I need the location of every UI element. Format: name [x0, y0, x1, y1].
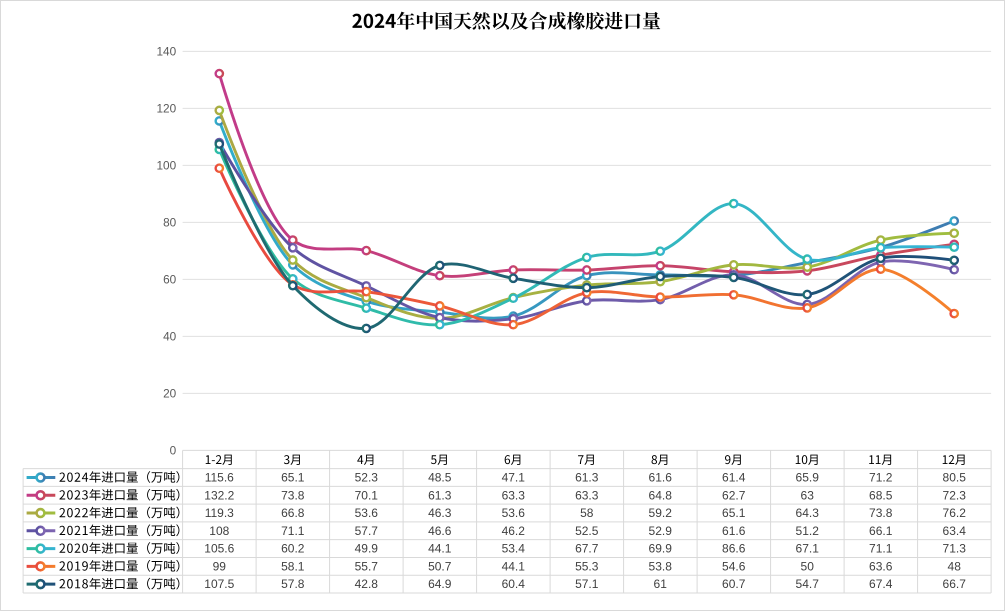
svg-text:86.6: 86.6 [722, 542, 746, 556]
svg-text:63.3: 63.3 [575, 488, 599, 502]
svg-text:54.6: 54.6 [722, 559, 746, 573]
svg-text:71.3: 71.3 [943, 542, 967, 556]
svg-text:46.2: 46.2 [502, 524, 526, 538]
svg-text:65.9: 65.9 [796, 471, 820, 485]
svg-text:60.2: 60.2 [281, 542, 305, 556]
svg-text:42.8: 42.8 [355, 577, 379, 591]
svg-text:44.1: 44.1 [502, 559, 526, 573]
svg-text:71.1: 71.1 [281, 524, 305, 538]
svg-text:60.4: 60.4 [502, 577, 526, 591]
svg-text:59.2: 59.2 [649, 506, 673, 520]
svg-text:63.4: 63.4 [943, 524, 967, 538]
svg-text:64.3: 64.3 [796, 506, 820, 520]
svg-text:48: 48 [948, 559, 962, 573]
svg-text:53.4: 53.4 [502, 542, 526, 556]
svg-text:49.9: 49.9 [355, 542, 379, 556]
svg-text:61.4: 61.4 [722, 471, 746, 485]
svg-text:55.3: 55.3 [575, 559, 599, 573]
svg-text:61: 61 [654, 577, 668, 591]
svg-text:57.8: 57.8 [281, 577, 305, 591]
svg-text:61.6: 61.6 [649, 471, 673, 485]
svg-text:61.6: 61.6 [722, 524, 746, 538]
svg-text:67.1: 67.1 [796, 542, 820, 556]
svg-text:107.5: 107.5 [204, 577, 234, 591]
svg-text:69.9: 69.9 [649, 542, 673, 556]
svg-text:71.2: 71.2 [869, 471, 893, 485]
svg-text:53.8: 53.8 [649, 559, 673, 573]
svg-text:46.3: 46.3 [428, 506, 452, 520]
svg-text:52.5: 52.5 [575, 524, 599, 538]
svg-text:54.7: 54.7 [796, 577, 820, 591]
svg-text:57.7: 57.7 [355, 524, 379, 538]
svg-text:120: 120 [157, 102, 177, 116]
svg-text:53.6: 53.6 [502, 506, 526, 520]
svg-text:67.4: 67.4 [869, 577, 893, 591]
svg-text:73.8: 73.8 [869, 506, 893, 520]
svg-text:46.6: 46.6 [428, 524, 452, 538]
svg-text:66.1: 66.1 [869, 524, 893, 538]
svg-text:50.7: 50.7 [428, 559, 452, 573]
svg-text:99: 99 [213, 559, 227, 573]
svg-text:55.7: 55.7 [355, 559, 379, 573]
svg-text:63.6: 63.6 [869, 559, 893, 573]
svg-text:66.7: 66.7 [943, 577, 967, 591]
svg-text:52.3: 52.3 [355, 471, 379, 485]
svg-text:60.7: 60.7 [722, 577, 746, 591]
svg-text:57.1: 57.1 [575, 577, 599, 591]
svg-text:65.1: 65.1 [281, 471, 305, 485]
svg-text:68.5: 68.5 [869, 488, 893, 502]
svg-text:60: 60 [163, 273, 177, 287]
svg-text:51.2: 51.2 [796, 524, 820, 538]
svg-text:66.8: 66.8 [281, 506, 305, 520]
svg-text:58: 58 [580, 506, 594, 520]
svg-text:58.1: 58.1 [281, 559, 305, 573]
svg-text:115.6: 115.6 [205, 471, 234, 485]
svg-text:63: 63 [801, 488, 815, 502]
svg-text:52.9: 52.9 [649, 524, 673, 538]
svg-text:61.3: 61.3 [428, 488, 452, 502]
svg-text:53.6: 53.6 [355, 506, 379, 520]
svg-text:63.3: 63.3 [502, 488, 526, 502]
svg-text:105.6: 105.6 [204, 542, 234, 556]
svg-text:73.8: 73.8 [281, 488, 305, 502]
svg-text:20: 20 [163, 387, 177, 401]
svg-text:80.5: 80.5 [943, 471, 967, 485]
svg-text:80: 80 [163, 216, 177, 230]
svg-text:119.3: 119.3 [205, 506, 234, 520]
svg-text:140: 140 [157, 45, 177, 59]
svg-text:47.1: 47.1 [502, 471, 526, 485]
svg-text:64.9: 64.9 [428, 577, 452, 591]
svg-text:64.8: 64.8 [649, 488, 673, 502]
svg-text:72.3: 72.3 [943, 488, 967, 502]
svg-text:132.2: 132.2 [204, 488, 234, 502]
svg-text:0: 0 [170, 444, 177, 458]
svg-text:50: 50 [801, 559, 815, 573]
svg-text:61.3: 61.3 [575, 471, 599, 485]
svg-text:71.1: 71.1 [869, 542, 893, 556]
svg-text:65.1: 65.1 [722, 506, 746, 520]
svg-text:108: 108 [209, 524, 229, 538]
svg-text:62.7: 62.7 [722, 488, 746, 502]
svg-text:44.1: 44.1 [428, 542, 452, 556]
svg-text:67.7: 67.7 [575, 542, 599, 556]
svg-text:100: 100 [157, 159, 177, 173]
svg-text:40: 40 [163, 330, 177, 344]
svg-text:48.5: 48.5 [428, 471, 452, 485]
svg-text:76.2: 76.2 [943, 506, 967, 520]
svg-text:70.1: 70.1 [355, 488, 379, 502]
